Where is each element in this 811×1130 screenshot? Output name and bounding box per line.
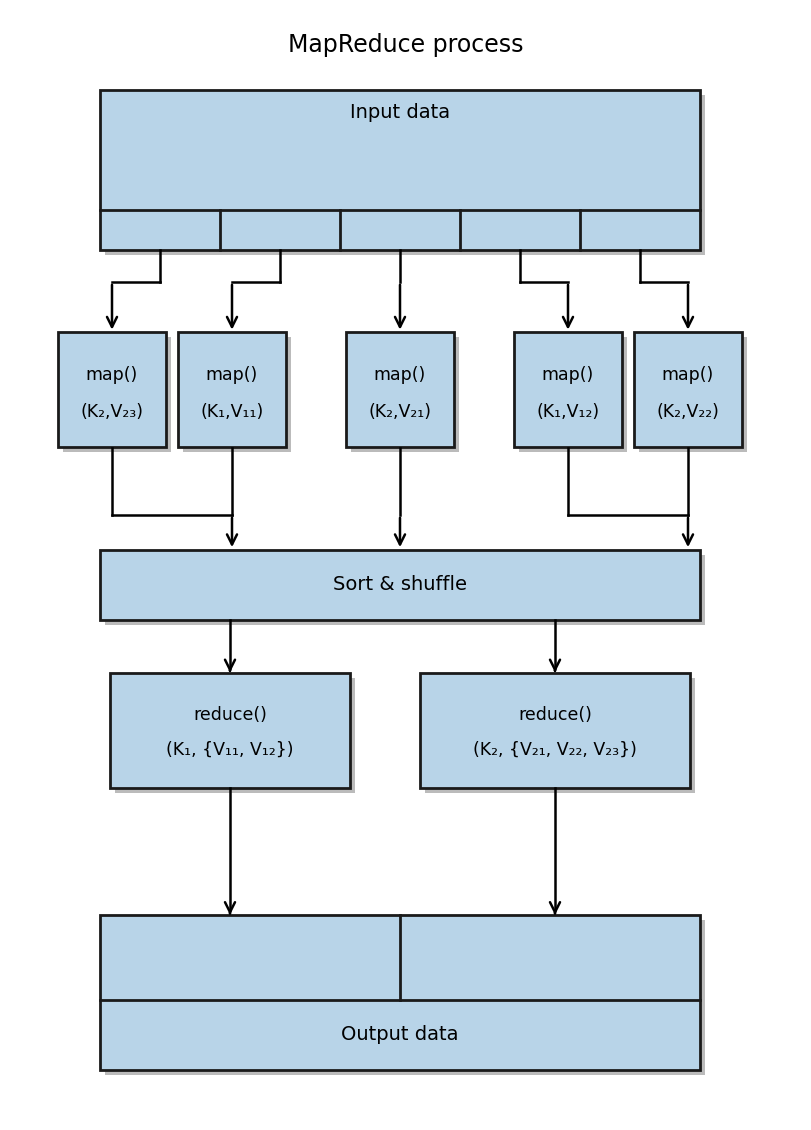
Bar bbox=[100, 90, 699, 250]
Bar bbox=[105, 95, 704, 255]
Text: (K₂,V₂₂): (K₂,V₂₂) bbox=[656, 403, 719, 421]
Bar bbox=[115, 678, 354, 792]
Bar bbox=[100, 915, 699, 1070]
Text: reduce(): reduce() bbox=[517, 706, 591, 724]
Bar bbox=[58, 332, 165, 447]
Bar bbox=[105, 920, 704, 1075]
Text: (K₁,V₁₁): (K₁,V₁₁) bbox=[200, 403, 264, 421]
Bar bbox=[350, 338, 458, 452]
Text: Input data: Input data bbox=[350, 103, 449, 122]
Bar bbox=[424, 678, 694, 792]
Text: (K₂,V₂₁): (K₂,V₂₁) bbox=[368, 403, 431, 421]
Bar bbox=[419, 672, 689, 788]
Bar bbox=[518, 338, 626, 452]
Bar bbox=[633, 332, 741, 447]
Text: (K₁,V₁₂): (K₁,V₁₂) bbox=[536, 403, 599, 421]
Text: map(): map() bbox=[206, 366, 258, 384]
Bar bbox=[182, 338, 290, 452]
Text: (K₂,V₂₃): (K₂,V₂₃) bbox=[80, 403, 144, 421]
Text: (K₁, {V₁₁, V₁₂}): (K₁, {V₁₁, V₁₂}) bbox=[166, 741, 294, 759]
Text: map(): map() bbox=[86, 366, 138, 384]
Bar bbox=[63, 338, 171, 452]
Bar bbox=[638, 338, 746, 452]
Bar bbox=[109, 672, 350, 788]
Text: map(): map() bbox=[541, 366, 594, 384]
Text: MapReduce process: MapReduce process bbox=[288, 33, 523, 56]
Text: (K₂, {V₂₁, V₂₂, V₂₃}): (K₂, {V₂₁, V₂₂, V₂₃}) bbox=[473, 741, 636, 759]
Bar bbox=[178, 332, 285, 447]
Bar bbox=[513, 332, 621, 447]
Text: reduce(): reduce() bbox=[193, 706, 267, 724]
Text: Sort & shuffle: Sort & shuffle bbox=[333, 575, 466, 594]
Text: Output data: Output data bbox=[341, 1026, 458, 1044]
Bar bbox=[345, 332, 453, 447]
Text: map(): map() bbox=[661, 366, 713, 384]
Bar bbox=[105, 555, 704, 625]
Text: map(): map() bbox=[373, 366, 426, 384]
Bar bbox=[100, 550, 699, 620]
